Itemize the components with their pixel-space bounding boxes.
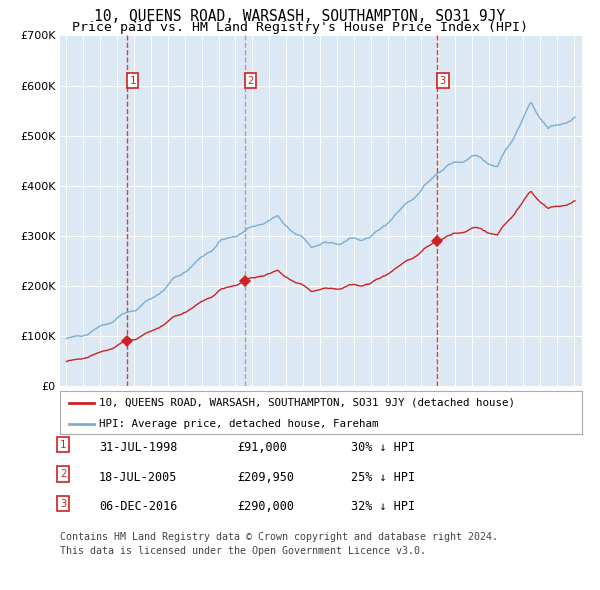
Text: Contains HM Land Registry data © Crown copyright and database right 2024.: Contains HM Land Registry data © Crown c… xyxy=(60,532,498,542)
Text: 2: 2 xyxy=(247,76,253,86)
Text: 1: 1 xyxy=(60,440,66,450)
Text: 10, QUEENS ROAD, WARSASH, SOUTHAMPTON, SO31 9JY (detached house): 10, QUEENS ROAD, WARSASH, SOUTHAMPTON, S… xyxy=(99,398,515,408)
Text: 18-JUL-2005: 18-JUL-2005 xyxy=(99,471,178,484)
Text: 10, QUEENS ROAD, WARSASH, SOUTHAMPTON, SO31 9JY: 10, QUEENS ROAD, WARSASH, SOUTHAMPTON, S… xyxy=(94,9,506,24)
Text: 3: 3 xyxy=(440,76,446,86)
Text: 25% ↓ HPI: 25% ↓ HPI xyxy=(351,471,415,484)
Text: 31-JUL-1998: 31-JUL-1998 xyxy=(99,441,178,454)
Text: 2: 2 xyxy=(60,469,66,479)
Text: Price paid vs. HM Land Registry's House Price Index (HPI): Price paid vs. HM Land Registry's House … xyxy=(72,21,528,34)
Text: 32% ↓ HPI: 32% ↓ HPI xyxy=(351,500,415,513)
Text: 3: 3 xyxy=(60,499,66,509)
Text: £209,950: £209,950 xyxy=(237,471,294,484)
Text: £91,000: £91,000 xyxy=(237,441,287,454)
Text: 1: 1 xyxy=(130,76,136,86)
Text: This data is licensed under the Open Government Licence v3.0.: This data is licensed under the Open Gov… xyxy=(60,546,426,556)
Text: £290,000: £290,000 xyxy=(237,500,294,513)
Text: HPI: Average price, detached house, Fareham: HPI: Average price, detached house, Fare… xyxy=(99,419,379,430)
Text: 30% ↓ HPI: 30% ↓ HPI xyxy=(351,441,415,454)
Text: 06-DEC-2016: 06-DEC-2016 xyxy=(99,500,178,513)
